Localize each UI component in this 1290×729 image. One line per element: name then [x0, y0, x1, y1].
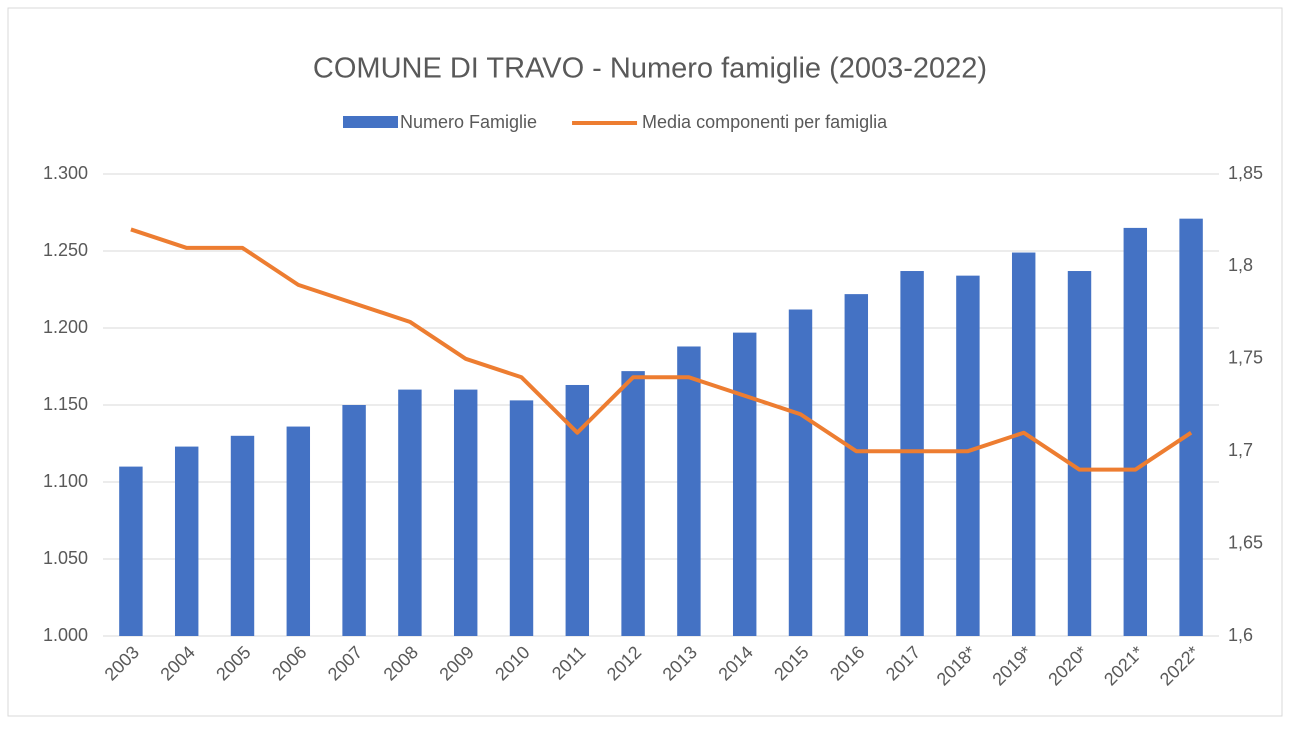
y2-tick-label: 1,8 — [1228, 255, 1253, 275]
bar — [732, 332, 757, 636]
line — [130, 227, 1193, 472]
bar — [956, 275, 980, 636]
bar — [1123, 227, 1148, 636]
bar — [844, 294, 869, 636]
legend-swatch — [343, 116, 398, 128]
y-tick-label: 1.300 — [43, 163, 88, 183]
bar — [453, 389, 478, 636]
bar — [342, 405, 366, 636]
bar — [565, 384, 590, 636]
legend-label: Numero Famiglie — [400, 112, 537, 132]
bar — [1067, 271, 1092, 636]
y2-tick-label: 1,6 — [1228, 625, 1253, 645]
legend-label: Media componenti per famiglia — [642, 112, 888, 132]
bar — [677, 346, 701, 636]
bar — [788, 309, 813, 636]
y-tick-label: 1.050 — [43, 548, 88, 568]
bar — [900, 271, 924, 636]
y2-tick-label: 1,85 — [1228, 163, 1263, 183]
bar — [621, 371, 645, 636]
bar — [398, 389, 422, 636]
y-tick-label: 1.100 — [43, 471, 88, 491]
bar — [1011, 252, 1036, 637]
y2-tick-label: 1,7 — [1228, 440, 1253, 460]
y-tick-label: 1.150 — [43, 394, 88, 414]
y-tick-label: 1.250 — [43, 240, 88, 260]
y2-tick-label: 1,75 — [1228, 348, 1263, 368]
bar — [1179, 218, 1203, 636]
bar — [230, 435, 255, 636]
bar — [119, 466, 143, 636]
y-tick-label: 1.000 — [43, 625, 88, 645]
y2-tick-label: 1,65 — [1228, 532, 1263, 552]
y-tick-label: 1.200 — [43, 317, 88, 337]
chart-title: COMUNE DI TRAVO - Numero famiglie (2003-… — [313, 53, 987, 85]
bar — [286, 426, 311, 636]
bar — [174, 446, 199, 636]
bar — [509, 400, 534, 636]
